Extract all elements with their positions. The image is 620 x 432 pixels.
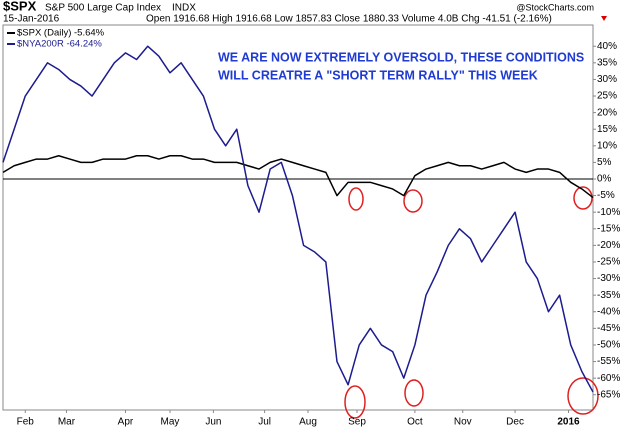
quote: Open 1916.68 High 1916.68 Low 1857.83 Cl… xyxy=(146,14,552,25)
x-tick-label: 2016 xyxy=(557,417,580,428)
annotation: WE ARE NOW EXTREMELY OVERSOLD, THESE CON… xyxy=(218,50,584,64)
y-tick-label: 25% xyxy=(597,91,617,102)
y-tick-label: 15% xyxy=(597,124,617,135)
series-line xyxy=(2,155,594,199)
date: 15-Jan-2016 xyxy=(3,14,60,25)
y-tick-label: -10% xyxy=(597,207,620,218)
legend-label: $SPX (Daily) -5.64% xyxy=(17,28,105,39)
x-tick-label: Dec xyxy=(506,417,524,428)
circle xyxy=(567,377,599,415)
x-tick-label: Feb xyxy=(17,417,35,428)
x-tick-label: May xyxy=(161,417,180,428)
annotation: WILL CREATRE A "SHORT TERM RALLY" THIS W… xyxy=(218,68,538,82)
y-tick-label: 10% xyxy=(597,140,617,151)
x-tick-label: Oct xyxy=(407,417,423,428)
legend-box xyxy=(5,27,135,51)
y-tick-label: -50% xyxy=(597,340,620,351)
y-tick-label: 5% xyxy=(597,157,612,168)
y-tick-label: -15% xyxy=(597,223,620,234)
y-tick-label: 40% xyxy=(597,41,617,52)
circle xyxy=(404,379,424,407)
y-tick-label: 35% xyxy=(597,57,617,68)
symbol: $SPX xyxy=(3,0,37,13)
circle xyxy=(403,189,423,213)
watermark: @StockCharts.com xyxy=(516,2,594,12)
legend-label: $NYA200R -64.24% xyxy=(17,39,102,50)
circle xyxy=(573,186,593,210)
y-tick-label: -60% xyxy=(597,373,620,384)
x-tick-label: Jul xyxy=(258,417,271,428)
down-arrow xyxy=(601,16,607,21)
y-tick-label: -30% xyxy=(597,273,620,284)
y-tick-label: -40% xyxy=(597,306,620,317)
y-tick-label: 0% xyxy=(597,174,612,185)
x-tick-label: Jun xyxy=(205,417,221,428)
x-tick-label: Apr xyxy=(118,417,134,428)
y-tick-label: -25% xyxy=(597,257,620,268)
plot-frame xyxy=(2,24,594,411)
index-name: S&P 500 Large Cap Index xyxy=(45,3,161,14)
exchange: INDX xyxy=(172,3,196,14)
highlight-circles xyxy=(344,186,599,419)
x-tick-label: Mar xyxy=(58,417,76,428)
circle xyxy=(344,385,366,419)
x-tick-label: Sep xyxy=(348,417,366,428)
y-tick-label: 20% xyxy=(597,107,617,118)
x-tick-label: Nov xyxy=(454,417,472,428)
y-tick-label: -45% xyxy=(597,323,620,334)
x-tick-label: Aug xyxy=(299,417,317,428)
y-tick-label: -5% xyxy=(597,190,615,201)
y-tick-label: 30% xyxy=(597,74,617,85)
y-tick-label: -55% xyxy=(597,356,620,367)
y-tick-label: -20% xyxy=(597,240,620,251)
circle xyxy=(348,187,364,211)
y-tick-label: -65% xyxy=(597,389,620,400)
series-line xyxy=(2,45,594,393)
y-tick-label: -35% xyxy=(597,290,620,301)
